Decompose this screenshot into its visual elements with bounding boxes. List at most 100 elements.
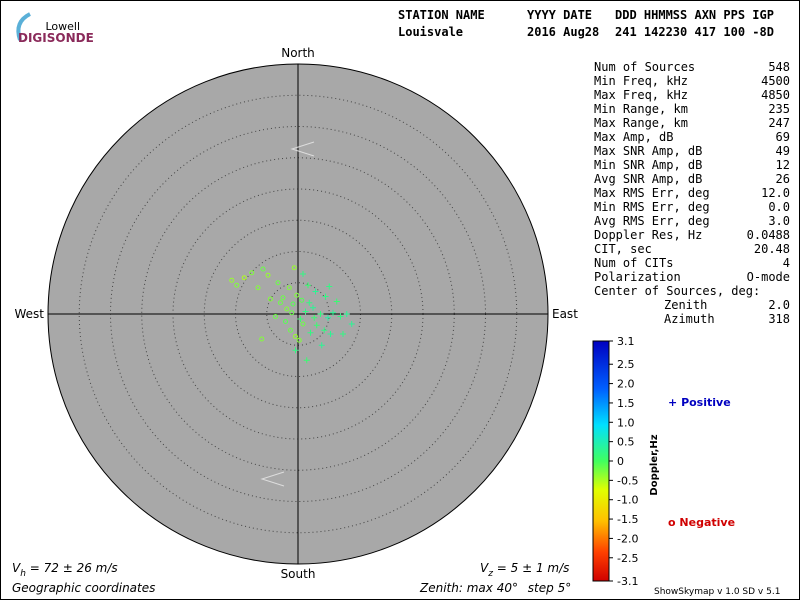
- source-negative: [293, 334, 298, 339]
- source-negative: [289, 310, 295, 316]
- stat-value: 0.0: [768, 200, 790, 214]
- logo-swoosh: [16, 12, 31, 41]
- source-positive: [312, 288, 319, 295]
- source-positive: [333, 298, 340, 305]
- source-negative: [259, 336, 265, 342]
- stat-label: Max Amp, dB: [594, 130, 673, 144]
- header-label: YYYY DATE: [527, 8, 592, 22]
- source-positive: [340, 331, 346, 337]
- stat-label: Max SNR Amp, dB: [594, 144, 702, 158]
- source-negative: [300, 321, 306, 327]
- stat-label: Min RMS Err, deg: [594, 200, 710, 214]
- center-value: 2.0: [768, 298, 790, 312]
- t: 5: [558, 581, 566, 595]
- legend-symbol: o: [668, 516, 676, 529]
- stat-label: Max RMS Err, deg: [594, 186, 710, 200]
- source-positive: [322, 293, 329, 300]
- source-negative: [283, 319, 288, 324]
- source-positive: [326, 283, 333, 290]
- source-positive: [303, 357, 310, 364]
- stat-value: 4850: [761, 88, 790, 102]
- source-positive: [321, 327, 328, 334]
- vh: Vh = 72 ± 26 m/s: [12, 561, 118, 579]
- source-negative: [291, 265, 297, 271]
- stat-label: Avg SNR Amp, dB: [594, 172, 702, 186]
- header-value: 2016 Aug28: [527, 25, 599, 39]
- source-negative: [234, 282, 240, 288]
- header-value: Louisvale: [398, 25, 463, 39]
- source-negative: [241, 275, 247, 281]
- t: °: [512, 581, 518, 595]
- stat-value: 4500: [761, 74, 790, 88]
- colorbar-tick-label: 1.5: [617, 397, 635, 410]
- sub: z: [487, 569, 493, 579]
- stat-label: Doppler Res, Hz: [594, 228, 702, 242]
- source-negative: [299, 297, 305, 303]
- colorbar-tick-label: -1.5: [617, 513, 638, 526]
- source-negative: [284, 306, 290, 312]
- legend-negative: o Negative: [668, 516, 735, 529]
- colorbar-tick-label: -1.0: [617, 494, 638, 507]
- compass-east: East: [552, 307, 578, 321]
- logo-top: Lowell: [45, 20, 80, 33]
- stat-label: CIT, sec: [594, 242, 652, 256]
- logo-bottom: DIGISONDE: [18, 31, 94, 45]
- source-positive: [343, 311, 350, 317]
- colorbar-title: Doppler,Hz: [649, 434, 660, 495]
- stat-value: 12: [776, 158, 790, 172]
- colorbar-tick-label: 2.0: [617, 378, 635, 391]
- stat-value: O-mode: [747, 270, 790, 284]
- source-positive: [330, 309, 336, 316]
- stat-value: 247: [768, 116, 790, 130]
- stat-label: Min Range, km: [594, 102, 688, 116]
- stat-value: 548: [768, 60, 790, 74]
- colorbar-tick-label: -3.1: [617, 575, 638, 588]
- colorbar-tick-label: -2.0: [617, 532, 638, 545]
- stat-label: Num of Sources: [594, 60, 695, 74]
- colorbar-tick-label: 0: [617, 455, 624, 468]
- marker: [260, 471, 285, 487]
- legend-symbol: +: [668, 396, 677, 409]
- center-label: Azimuth: [664, 312, 715, 326]
- legend-text: Positive: [681, 396, 731, 409]
- source-positive: [306, 299, 313, 306]
- coords: Geographic coordinates: [12, 581, 155, 595]
- colorbar-tick-label: -0.5: [617, 474, 638, 487]
- source-negative: [249, 270, 255, 276]
- source-positive: [311, 314, 318, 321]
- source-positive: [310, 304, 316, 311]
- legend-text: Negative: [679, 516, 735, 529]
- header-label: STATION NAME: [398, 8, 485, 22]
- colorbar-tick-label: 2.5: [617, 358, 635, 371]
- stat-value: 12.0: [761, 186, 790, 200]
- source-positive: [302, 308, 309, 315]
- compass-south: South: [281, 567, 316, 581]
- source-negative: [255, 285, 261, 291]
- sub: h: [20, 569, 26, 579]
- stat-value: 235: [768, 102, 790, 116]
- source-positive: [300, 271, 306, 277]
- marker: [290, 141, 315, 157]
- stat-value: 0.0488: [747, 228, 790, 242]
- source-positive: [307, 329, 314, 336]
- source-negative: [290, 301, 296, 307]
- center-title: Center of Sources, deg:: [594, 284, 760, 298]
- source-negative: [268, 296, 273, 302]
- colorbar-tick-label: 1.0: [617, 416, 635, 429]
- header-label: DDD HHMMSS AXN PPS IGP: [615, 8, 774, 22]
- center-label: Zenith: [664, 298, 707, 312]
- source-negative: [273, 314, 278, 319]
- stat-label: Num of CITs: [594, 256, 673, 270]
- stat-label: Max Freq, kHz: [594, 88, 688, 102]
- compass-west: West: [14, 307, 44, 321]
- stat-label: Min SNR Amp, dB: [594, 158, 702, 172]
- source-positive: [325, 314, 331, 321]
- colorbar-tick-label: -2.5: [617, 552, 638, 565]
- stat-label: Avg RMS Err, deg: [594, 214, 710, 228]
- vz-text: = 5 ± 1 m/s: [493, 561, 569, 575]
- vh-text: = 72 ± 26 m/s: [26, 561, 118, 575]
- stat-value: 4: [783, 256, 790, 270]
- source-positive: [297, 316, 304, 322]
- t: °: [565, 581, 571, 595]
